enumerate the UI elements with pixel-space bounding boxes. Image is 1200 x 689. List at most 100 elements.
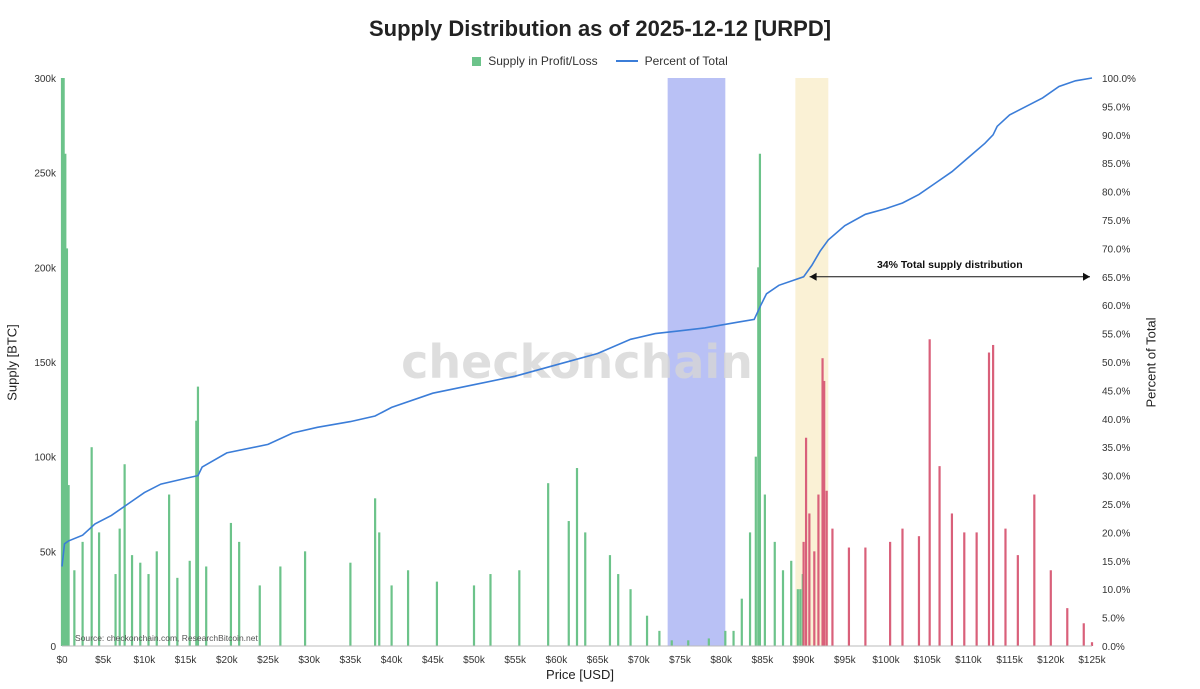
supply-bar <box>646 616 648 646</box>
watermark: checkonchain <box>401 335 753 389</box>
y2-tick-label: 35.0% <box>1102 443 1130 454</box>
supply-bar <box>992 345 994 646</box>
x-tick-label: $20k <box>216 655 239 666</box>
supply-bar <box>609 555 611 646</box>
supply-bar <box>238 542 240 646</box>
y2-tick-label: 50.0% <box>1102 358 1130 369</box>
supply-bar <box>687 640 689 646</box>
x-tick-label: $105k <box>914 655 942 666</box>
y-tick-label: ΂200k <box>34 263 57 274</box>
x-tick-label: $70k <box>628 655 651 666</box>
supply-bar <box>823 381 825 646</box>
x-tick-label: $55k <box>504 655 527 666</box>
x-tick-label: $65k <box>587 655 610 666</box>
supply-bar <box>864 548 866 646</box>
supply-bar <box>1091 642 1093 646</box>
x-axis-title: Price [USD] <box>0 667 1160 682</box>
supply-bar <box>813 551 815 646</box>
supply-bar <box>790 561 792 646</box>
y2-tick-label: 85.0% <box>1102 159 1130 170</box>
supply-bar <box>629 589 631 646</box>
supply-bar <box>489 574 491 646</box>
supply-bar <box>732 631 734 646</box>
x-tick-label: $10k <box>134 655 157 666</box>
supply-bar <box>304 551 306 646</box>
supply-bar <box>963 532 965 646</box>
supply-bar <box>1033 495 1035 646</box>
supply-bar <box>724 631 726 646</box>
supply-bar <box>547 483 549 646</box>
annotation-arrowhead-right <box>1083 273 1090 281</box>
supply-bar <box>124 464 126 646</box>
supply-bar <box>407 570 409 646</box>
x-tick-label: $60k <box>546 655 569 666</box>
supply-bar <box>230 523 232 646</box>
y-tick-label: ΂300k <box>34 74 57 85</box>
y2-tick-label: 65.0% <box>1102 273 1130 284</box>
y2-tick-label: 15.0% <box>1102 557 1130 568</box>
x-tick-label: $35k <box>340 655 363 666</box>
supply-bar <box>1017 555 1019 646</box>
y2-tick-label: 0.0% <box>1102 642 1125 653</box>
supply-bar <box>568 521 570 646</box>
supply-bar <box>749 532 751 646</box>
x-tick-label: $80k <box>710 655 733 666</box>
x-tick-label: $115k <box>996 655 1024 666</box>
x-tick-label: $85k <box>752 655 775 666</box>
supply-bar <box>848 548 850 646</box>
chart-area: checkonchain$0 $5k $10k $15k $20k $25k $30k $35… <box>0 0 1200 689</box>
supply-bar <box>764 495 766 646</box>
y2-tick-label: 20.0% <box>1102 528 1130 539</box>
y-tick-label: ΂250k <box>34 169 57 180</box>
supply-bar <box>918 536 920 646</box>
supply-bar <box>197 387 199 646</box>
supply-bar <box>98 532 100 646</box>
supply-bar <box>889 542 891 646</box>
source-note: Source: checkonchain.com, ResearchBitcoi… <box>75 633 258 643</box>
supply-bar <box>708 638 710 646</box>
supply-bar <box>951 513 953 646</box>
x-tick-label: $25k <box>257 655 280 666</box>
y2-tick-label: 70.0% <box>1102 244 1130 255</box>
y-axis-title: Supply [BTC] <box>5 323 20 403</box>
supply-bar <box>82 542 84 646</box>
supply-bar <box>279 566 281 646</box>
supply-bar <box>782 570 784 646</box>
y-tick-label: ΂0 <box>50 642 56 653</box>
supply-bar <box>755 457 757 646</box>
x-tick-label: $90k <box>793 655 816 666</box>
supply-bar <box>349 563 351 646</box>
supply-bar <box>929 339 931 646</box>
y2-tick-label: 55.0% <box>1102 330 1130 341</box>
y2-tick-label: 100.0% <box>1102 74 1136 85</box>
y2-tick-label: 90.0% <box>1102 131 1130 142</box>
supply-bar <box>803 542 805 646</box>
x-tick-label: $40k <box>381 655 404 666</box>
supply-bar <box>976 532 978 646</box>
y2-axis-title: Percent of Total <box>1144 308 1159 418</box>
supply-bar <box>584 532 586 646</box>
y-tick-label: ΂50k <box>40 547 57 558</box>
x-tick-label: $0 <box>56 655 68 666</box>
supply-bar <box>119 529 121 646</box>
y2-tick-label: 75.0% <box>1102 216 1130 227</box>
supply-bar <box>617 574 619 646</box>
y2-tick-label: 80.0% <box>1102 188 1130 199</box>
y2-tick-label: 10.0% <box>1102 585 1130 596</box>
supply-bar <box>938 466 940 646</box>
x-tick-label: $100k <box>872 655 900 666</box>
supply-bar <box>374 498 376 646</box>
supply-bar <box>671 640 673 646</box>
supply-bar <box>805 438 807 646</box>
supply-bar <box>741 599 743 646</box>
supply-bar <box>1083 623 1085 646</box>
y2-tick-label: 60.0% <box>1102 301 1130 312</box>
supply-bar <box>658 631 660 646</box>
x-tick-label: $120k <box>1037 655 1065 666</box>
supply-bar <box>901 529 903 646</box>
x-tick-label: $30k <box>298 655 321 666</box>
y2-tick-label: 40.0% <box>1102 415 1130 426</box>
x-tick-label: $125k <box>1078 655 1106 666</box>
supply-bar <box>378 532 380 646</box>
supply-bar <box>808 513 810 646</box>
